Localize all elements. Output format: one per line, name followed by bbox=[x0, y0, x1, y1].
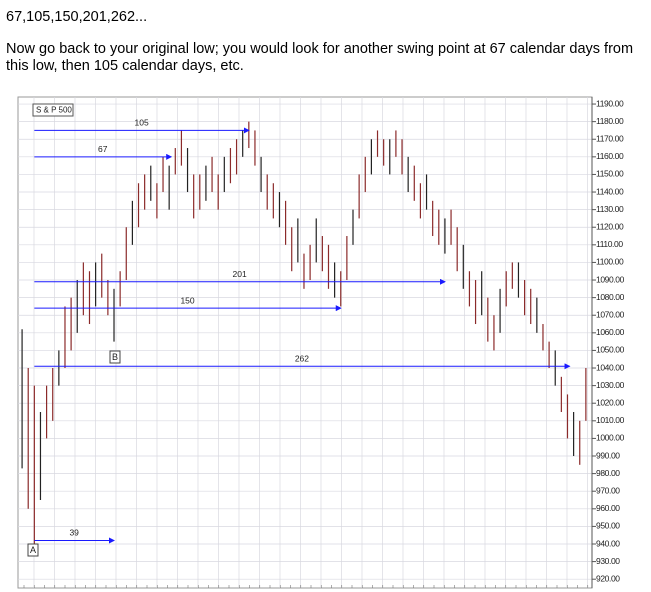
legend-box bbox=[32, 103, 74, 117]
y-tick-label: 990.00 bbox=[596, 450, 620, 460]
y-tick-label: 1170.00 bbox=[596, 133, 624, 143]
y-tick-label: 1140.00 bbox=[596, 186, 624, 196]
y-tick-label: 1040.00 bbox=[596, 362, 625, 372]
y-tick-label: 1000.00 bbox=[596, 433, 625, 443]
heading: 67,105,150,201,262... bbox=[6, 9, 148, 25]
point-label: A bbox=[30, 545, 36, 555]
y-tick-label: 1030.00 bbox=[596, 380, 625, 390]
y-tick-label: 1080.00 bbox=[596, 292, 625, 302]
y-tick-label: 1160.00 bbox=[596, 151, 624, 161]
y-tick-label: 1020.00 bbox=[596, 397, 625, 407]
point-label: B bbox=[112, 352, 118, 362]
y-tick-label: 1150.00 bbox=[596, 169, 624, 179]
legend-label: S & P 500 bbox=[36, 106, 72, 115]
swing-label: 262 bbox=[295, 354, 309, 364]
plot-frame bbox=[17, 96, 593, 589]
y-tick-label: 980.00 bbox=[596, 468, 620, 478]
swing-label: 150 bbox=[180, 295, 194, 305]
y-tick-label: 970.00 bbox=[596, 485, 620, 495]
y-tick-label: 940.00 bbox=[596, 538, 620, 548]
swing-label: 67 bbox=[98, 144, 108, 154]
y-tick-label: 1070.00 bbox=[596, 309, 625, 319]
y-tick-label: 1060.00 bbox=[596, 327, 625, 337]
swing-label: 105 bbox=[134, 118, 148, 128]
y-tick-label: 1010.00 bbox=[596, 415, 625, 425]
y-tick-label: 950.00 bbox=[596, 521, 620, 531]
swing-label: 39 bbox=[69, 528, 79, 538]
y-tick-label: 1190.00 bbox=[596, 98, 624, 108]
y-tick-label: 1180.00 bbox=[596, 116, 624, 126]
paragraph: Now go back to your original low; you wo… bbox=[6, 41, 634, 74]
y-tick-label: 1050.00 bbox=[596, 345, 625, 355]
y-tick-label: 930.00 bbox=[596, 556, 620, 566]
y-tick-label: 1090.00 bbox=[596, 274, 625, 284]
y-tick-label: 1110.00 bbox=[596, 239, 623, 249]
point-box bbox=[109, 350, 121, 364]
y-tick-label: 920.00 bbox=[596, 573, 620, 583]
y-tick-label: 960.00 bbox=[596, 503, 620, 513]
swing-label: 201 bbox=[233, 269, 247, 279]
point-box bbox=[27, 543, 39, 557]
y-tick-label: 1120.00 bbox=[596, 221, 624, 231]
y-tick-label: 1100.00 bbox=[596, 257, 624, 267]
y-tick-label: 1130.00 bbox=[596, 204, 624, 214]
